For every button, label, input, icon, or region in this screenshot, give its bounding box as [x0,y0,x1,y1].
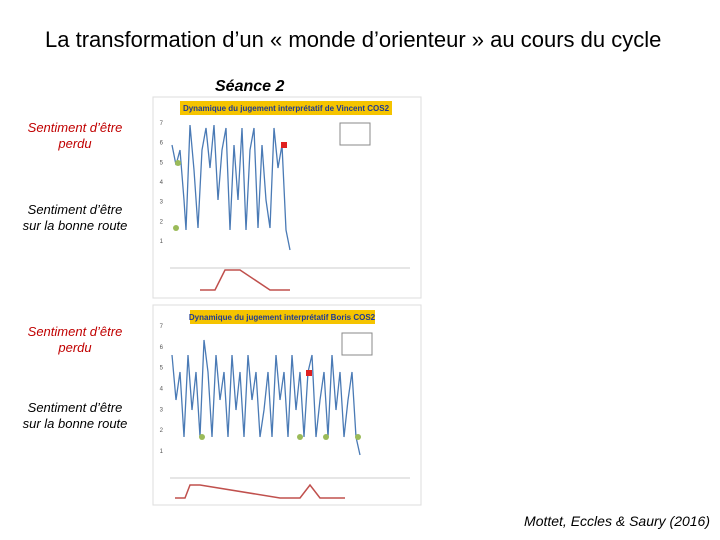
chart-title-bg [180,101,392,115]
y-tick-label: 2 [160,428,164,434]
lost-label: Sentiment d’être perdu [27,120,123,151]
on-track-label: Sentiment d’être sur la bonne route [22,202,128,233]
lost-label: Sentiment d’être perdu [27,324,123,355]
y-tick-label: 3 [160,407,164,413]
y-tick-label: 5 [160,160,164,166]
chart-title: Dynamique du jugement interprétatif Bori… [189,313,376,322]
y-tick-label: 1 [160,239,164,245]
chart-title: Dynamique du jugement interprétatif de V… [183,104,390,113]
y-tick-label: 4 [160,387,164,393]
citation: Mottet, Eccles & Saury (2016) [524,513,710,529]
y-tick-label: 6 [160,141,164,147]
y-tick-label: 4 [160,180,164,186]
chart-image: Dynamique du jugement interprétatif de V… [152,96,422,299]
y-tick-label: 3 [160,200,164,206]
y-tick-label: 1 [160,449,164,455]
chart-image: Dynamique du jugement interprétatif Bori… [152,304,422,506]
chart-title-bg [190,310,375,324]
session-label: Séance 2 [215,78,285,95]
on-track-label: Sentiment d’être sur la bonne route [22,400,128,431]
y-tick-label: 6 [160,345,164,351]
y-tick-label: 2 [160,219,164,225]
y-tick-label: 7 [160,324,164,330]
slide-title: La transformation d’un « monde d’oriente… [45,27,662,52]
y-tick-label: 7 [160,121,164,127]
y-tick-label: 5 [160,366,164,372]
